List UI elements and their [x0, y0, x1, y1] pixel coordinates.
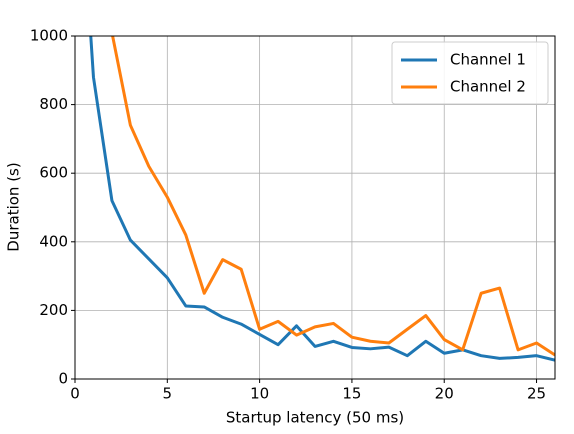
legend-label: Channel 2	[450, 78, 526, 96]
x-tick-label: 0	[70, 385, 80, 403]
y-tick-label: 1000	[30, 27, 68, 45]
x-tick-label: 25	[527, 385, 546, 403]
legend-label: Channel 1	[450, 51, 526, 69]
x-tick-label: 5	[163, 385, 173, 403]
x-tick-label: 10	[250, 385, 269, 403]
line	[111, 36, 555, 357]
x-tick-label: 20	[435, 385, 454, 403]
y-tick-label: 600	[39, 164, 68, 182]
plot-lines	[89, 36, 555, 362]
x-tick-label: 15	[342, 385, 361, 403]
x-axis-label: Startup latency (50 ms)	[226, 409, 404, 427]
plot-frame	[74, 35, 556, 380]
y-tick-label: 200	[39, 301, 68, 319]
line	[89, 36, 555, 362]
y-tick-label: 0	[58, 370, 68, 388]
y-tick-label: 400	[39, 232, 68, 250]
y-tick-label: 800	[39, 95, 68, 113]
y-axis-label: Duration (s)	[5, 162, 23, 251]
